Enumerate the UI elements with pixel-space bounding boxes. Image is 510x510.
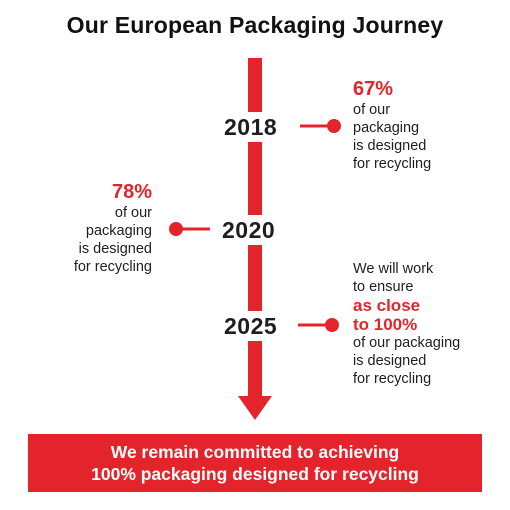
commitment-banner: We remain committed to achieving 100% pa…	[28, 434, 482, 492]
stat-line: for recycling	[353, 156, 432, 172]
year-2020: 2020	[220, 215, 278, 245]
stat-line: for recycling	[73, 259, 152, 275]
stat-line: to ensure	[353, 279, 414, 295]
stat-percent: 78%	[111, 181, 152, 203]
banner-line-1: We remain committed to achieving	[110, 442, 400, 462]
dot-2018	[327, 119, 341, 133]
year-2025: 2025	[222, 311, 280, 341]
stat-percent: 67%	[353, 78, 394, 100]
stat-line: is designed	[353, 138, 427, 154]
stat-line: packaging	[85, 223, 152, 239]
stat-line: is designed	[353, 353, 427, 369]
stat-line: of our	[114, 205, 152, 221]
year-2018: 2018	[222, 112, 280, 142]
milestone-2018-text: 67% of our packaging is designed for rec…	[353, 77, 431, 173]
stat-line: We will work	[353, 261, 434, 277]
page-title: Our European Packaging Journey	[66, 12, 444, 38]
timeline-arrowhead	[238, 396, 272, 420]
stat-line: is designed	[78, 241, 152, 257]
stat-line: packaging	[353, 120, 420, 136]
stat-line: of our packaging	[353, 335, 461, 351]
stat-emphasis: as close	[353, 296, 421, 315]
stat-line: of our	[353, 102, 391, 118]
stat-line: for recycling	[353, 371, 432, 387]
stat-emphasis: to 100%	[353, 315, 418, 334]
dot-2020	[169, 222, 183, 236]
banner-line-2: 100% packaging designed for recycling	[91, 464, 419, 484]
milestone-2025-text: We will work to ensure as close to 100% …	[353, 260, 460, 388]
milestone-2020-text: 78% of our packaging is designed for rec…	[38, 180, 152, 276]
dot-2025	[325, 318, 339, 332]
